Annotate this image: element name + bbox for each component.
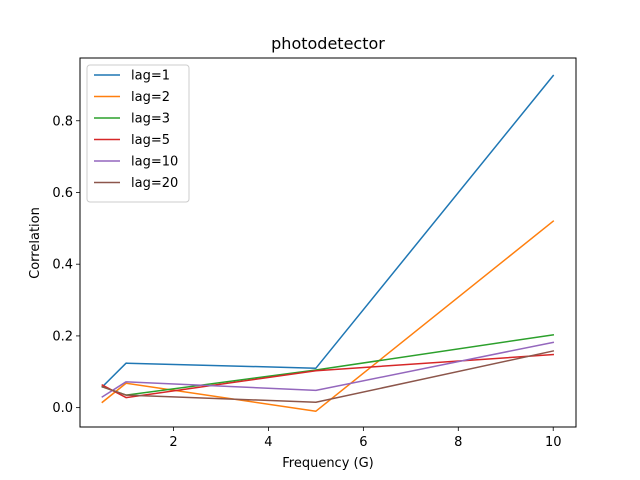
y-axis: 0.0 0.2 0.4 0.6 0.8 [52, 114, 80, 416]
y-tick-label: 0.8 [52, 114, 73, 129]
y-tick-label: 0.2 [52, 329, 73, 344]
x-axis-label: Frequency (G) [282, 456, 374, 471]
legend-box [86, 64, 190, 203]
chart-title: photodetector [271, 34, 385, 53]
legend-label: lag=3 [131, 112, 170, 127]
legend-label: lag=20 [131, 176, 178, 191]
x-tick-label: 6 [359, 435, 367, 450]
x-tick-label: 4 [264, 435, 272, 450]
x-tick-label: 8 [454, 435, 462, 450]
legend-label: lag=2 [131, 90, 170, 105]
x-axis: 2 4 6 8 10 [169, 427, 561, 450]
x-tick-label: 2 [169, 435, 177, 450]
y-tick-label: 0.6 [52, 186, 73, 201]
series-line-lag-20 [101, 350, 555, 404]
legend-label: lag=1 [131, 69, 170, 84]
series-line-lag-10 [101, 341, 555, 398]
y-axis-label: Correlation [28, 207, 43, 279]
legend-label: lag=10 [131, 155, 178, 170]
series-line-lag-2 [101, 220, 555, 412]
plot-frame [79, 57, 577, 428]
x-tick-label: 10 [545, 435, 562, 450]
y-tick-label: 0.0 [52, 401, 73, 416]
series-line-lag-1 [101, 74, 555, 388]
plot-lines [101, 74, 555, 412]
y-tick-label: 0.4 [52, 258, 73, 273]
legend-label: lag=5 [131, 133, 170, 148]
legend: lag=1 lag=2 lag=3 lag=5 lag=10 lag=20 [86, 64, 190, 203]
